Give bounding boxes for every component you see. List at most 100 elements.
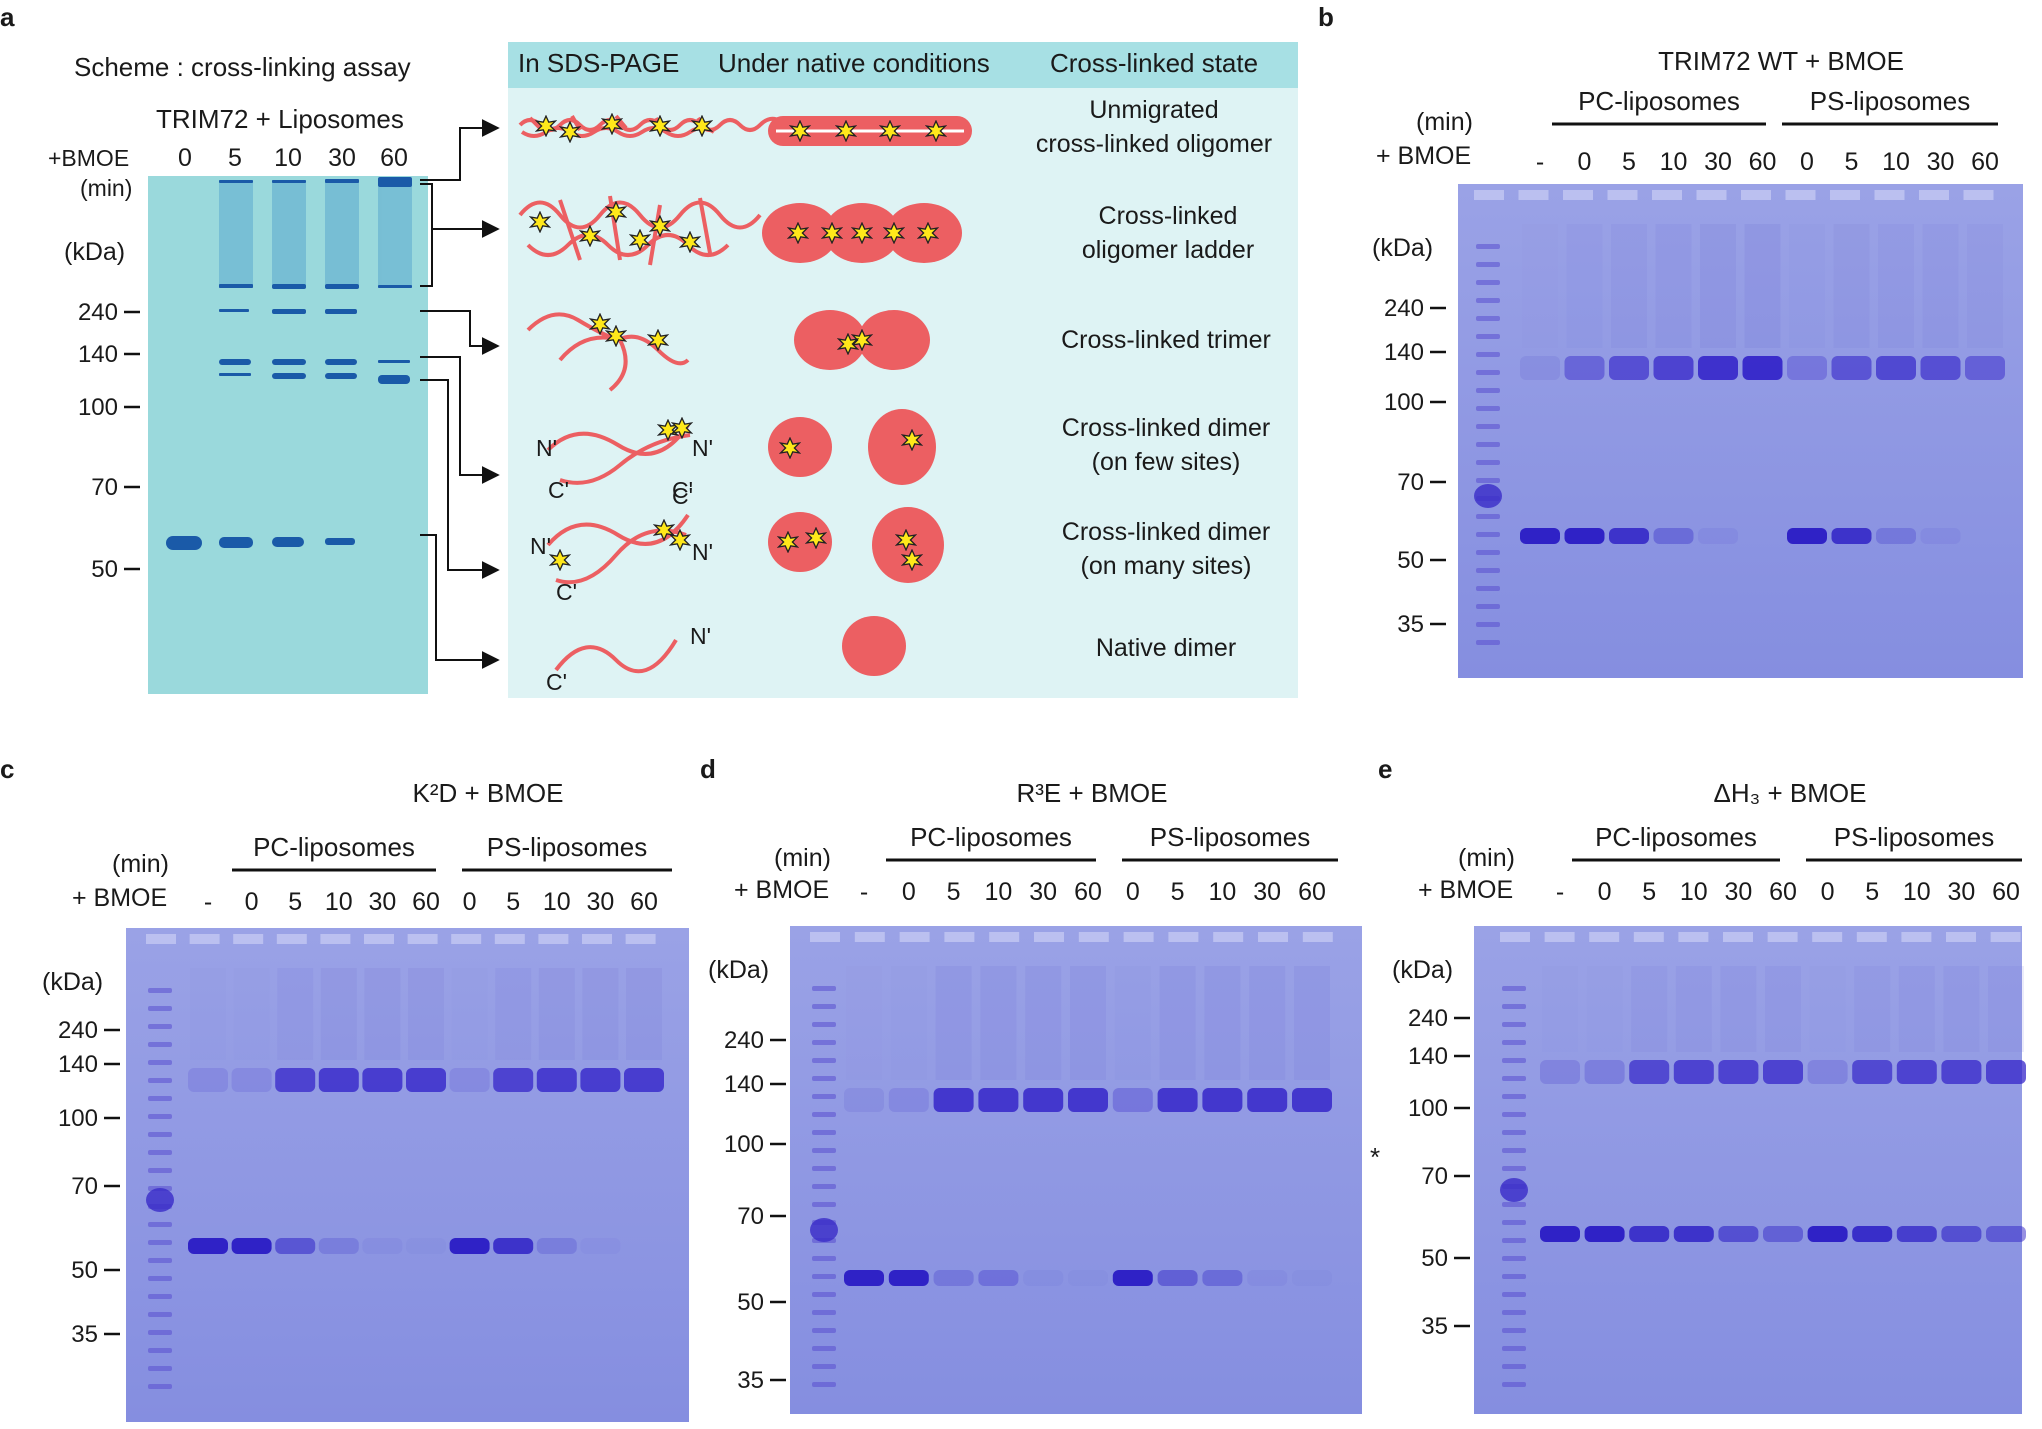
oligomer-smear <box>891 966 927 1080</box>
ladder-band <box>1502 1382 1526 1387</box>
gel-well <box>582 934 612 944</box>
monomer-band <box>1763 1226 1803 1242</box>
lane-label: 60 <box>630 888 658 916</box>
scheme-title: Scheme : cross-linking assay <box>74 52 411 82</box>
ladder-band <box>1502 1346 1526 1351</box>
mw-marker: 50 <box>91 556 118 583</box>
lane-label: 10 <box>1882 148 1910 176</box>
lane-label: 5 <box>947 878 961 906</box>
ladder-band <box>812 1184 836 1189</box>
gel-well <box>407 934 438 944</box>
ladder-band <box>812 986 836 991</box>
ladder-band <box>1476 244 1500 249</box>
monomer-band <box>1112 1270 1153 1286</box>
oligomer-smear <box>234 968 270 1060</box>
gel-panel-d: d R³E + BMOE (min) + BMOE (kDa) PC-liposomes P… <box>700 754 1380 1414</box>
oligomer-smear <box>1854 966 1891 1052</box>
ladder-band <box>1476 532 1500 537</box>
mw-marker: 240 <box>58 1017 98 1044</box>
mw-marker: 50 <box>1397 547 1424 574</box>
dimer-band <box>493 1068 534 1092</box>
monomer-band <box>275 1238 316 1254</box>
ladder-band <box>812 1004 836 1009</box>
panel-label-a: a <box>0 2 15 32</box>
ladder-band <box>1476 550 1500 555</box>
state-label: Cross-linked trimer <box>1061 326 1271 354</box>
dimer-band <box>1540 1060 1580 1084</box>
dimer-band <box>844 1088 884 1112</box>
gel-panel-b: b TRIM72 WT + BMOE (min) + BMOE (kDa) PC-lipo… <box>1318 2 2023 678</box>
gel-well <box>146 934 176 944</box>
monomer-band <box>933 1270 974 1286</box>
terminus-c: C' <box>672 477 693 503</box>
mw-marker: 70 <box>737 1203 764 1230</box>
ladder-band <box>812 1112 836 1117</box>
ladder-band <box>1502 1058 1526 1063</box>
terminus-c: C' <box>556 579 577 605</box>
ladder-band <box>1502 1076 1526 1081</box>
gel-well <box>1258 932 1288 942</box>
ladder-band <box>812 1382 836 1387</box>
ladder-band <box>1476 388 1500 393</box>
time-point: 60 <box>380 144 408 172</box>
dimer-band <box>1202 1088 1243 1112</box>
dimer-band <box>1653 356 1694 380</box>
gel-well <box>1919 190 1949 200</box>
dimer-band <box>624 1068 664 1092</box>
dimer-band <box>1247 1088 1288 1112</box>
gel-well <box>233 934 264 944</box>
lane-label: 30 <box>1029 878 1057 906</box>
dimer-band <box>188 1068 228 1092</box>
state-label: oligomer ladder <box>1082 236 1254 264</box>
oligomer-smear <box>320 968 357 1060</box>
oligomer-smear <box>1789 224 1825 348</box>
schematic-smears <box>219 180 412 288</box>
ladder-band <box>812 1274 836 1279</box>
lane-label: 30 <box>1724 878 1752 906</box>
oligomer-smear <box>1294 966 1330 1080</box>
lane-label: 60 <box>1298 878 1326 906</box>
oligomer-smear <box>1898 966 1935 1052</box>
ladder-band <box>1476 406 1500 411</box>
dimer-band <box>449 1068 490 1092</box>
dimer-band <box>1292 1088 1332 1112</box>
ladder-band <box>1502 1238 1526 1243</box>
mw-marker: 140 <box>1384 339 1424 366</box>
lane-label: 0 <box>902 878 916 906</box>
dimer-band <box>1920 356 1961 380</box>
terminus-n: N' <box>692 435 713 461</box>
ladder-band <box>812 1346 836 1351</box>
oligomer-smear <box>1878 224 1914 348</box>
gel-well <box>1589 932 1620 942</box>
monomer-band <box>318 1238 359 1254</box>
terminus-c: C' <box>672 483 693 509</box>
lane-label: 10 <box>325 888 353 916</box>
kda-label: (kDa) <box>1392 956 1453 984</box>
ladder-band <box>1476 478 1500 483</box>
dimer-band <box>1896 1060 1937 1084</box>
oligomer-smear <box>1249 966 1286 1080</box>
ladder-band <box>1502 1022 1526 1027</box>
marker-ladder <box>1474 244 1502 645</box>
bmoe-label: + BMOE <box>734 876 829 904</box>
lane-label: 10 <box>984 878 1012 906</box>
mw-marker: 240 <box>1408 1005 1448 1032</box>
min-label: (min) <box>112 850 169 878</box>
mw-marker: 35 <box>1421 1313 1448 1340</box>
ladder-band <box>812 1058 836 1063</box>
min-label: (min) <box>1416 108 1473 136</box>
ladder-band <box>148 1006 172 1011</box>
ladder-band <box>148 1312 172 1317</box>
monomer-band <box>1564 528 1605 544</box>
oligomer-smear <box>1070 966 1106 1080</box>
lane-label: 0 <box>245 888 259 916</box>
ladder-band <box>1502 1220 1526 1225</box>
mw-marker: 140 <box>78 341 118 368</box>
ladder-band <box>146 1188 174 1212</box>
dimer-band <box>888 1088 929 1112</box>
dimer-band <box>1742 356 1783 380</box>
gel-well <box>810 932 840 942</box>
schematic-bands <box>166 177 412 550</box>
mw-marker: 100 <box>724 1131 764 1158</box>
